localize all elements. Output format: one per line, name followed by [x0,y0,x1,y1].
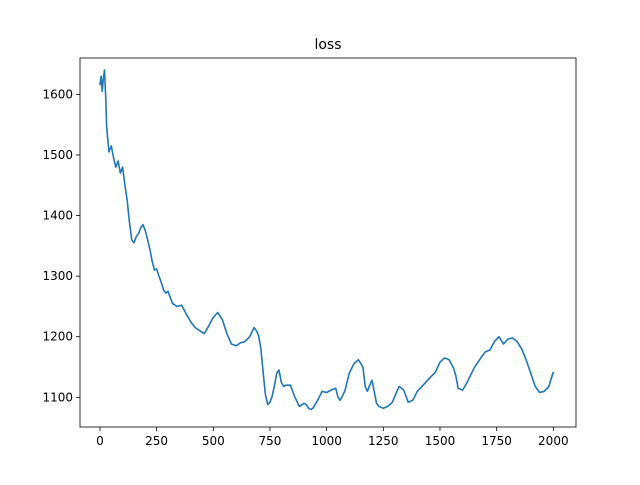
x-tick-label: 0 [96,434,104,448]
y-tick-label: 1200 [42,330,73,344]
y-tick-label: 1300 [42,269,73,283]
x-tick-label: 500 [202,434,225,448]
plot-frame [79,57,577,428]
loss-series-line [99,69,555,411]
y-tick-label: 1100 [42,390,73,404]
x-tick-label: 1250 [368,434,399,448]
x-tick-label: 750 [259,434,282,448]
y-tick-label: 1500 [42,148,73,162]
x-tick-label: 1000 [311,434,342,448]
x-axis: 0 250 500 750 1000 1250 1500 1750 2000 [96,427,569,448]
x-tick-label: 2000 [538,434,569,448]
y-tick-label: 1400 [42,209,73,223]
y-tick-label: 1600 [42,87,73,101]
series-layer [99,69,555,411]
x-tick-label: 250 [145,434,168,448]
x-tick-label: 1500 [425,434,456,448]
chart-title: loss [314,37,341,53]
x-tick-label: 1750 [481,434,512,448]
y-axis: 1100 1200 1300 1400 1500 1600 [42,87,80,404]
